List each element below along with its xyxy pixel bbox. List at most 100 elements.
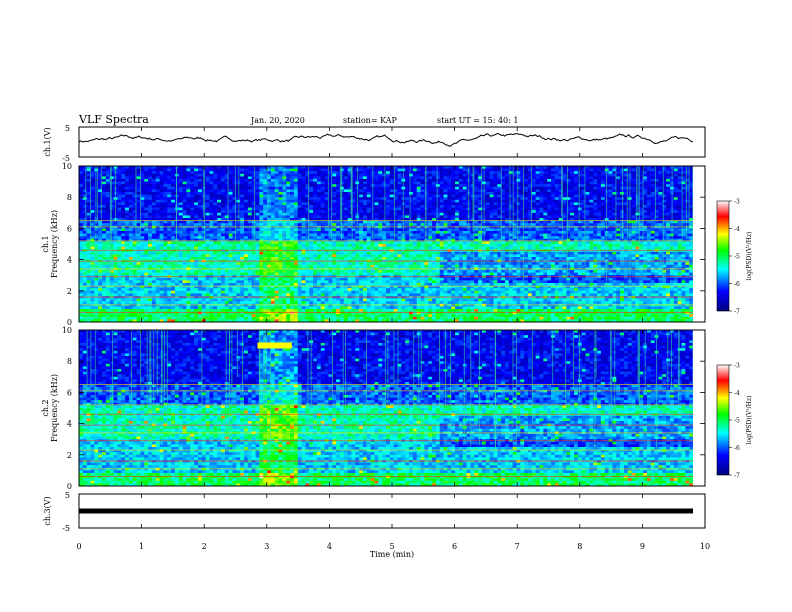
spectrogram-cell bbox=[217, 168, 222, 172]
spectrogram-cell bbox=[213, 207, 218, 211]
spectrogram-cell bbox=[478, 241, 483, 245]
spectrogram-cell bbox=[286, 207, 291, 211]
spectrogram-cell bbox=[155, 197, 160, 201]
spectrogram-cell bbox=[612, 228, 617, 232]
spectrogram-cell bbox=[366, 210, 372, 214]
spectrogram-cell bbox=[171, 228, 176, 232]
spectrogram-cell bbox=[455, 181, 460, 185]
spectrogram-cell bbox=[508, 171, 514, 175]
spectrogram-cell bbox=[485, 168, 491, 172]
spectrogram-cell bbox=[140, 218, 145, 221]
spectrogram-cell bbox=[178, 189, 184, 193]
spectrogram-cell bbox=[608, 238, 613, 242]
spectrogram-cell bbox=[121, 199, 126, 203]
spectrogram-cell bbox=[178, 246, 184, 250]
spectrogram-cell bbox=[155, 199, 160, 203]
spectrogram-cell bbox=[497, 215, 502, 219]
spectrogram-cell bbox=[420, 192, 425, 195]
spectrogram-cell bbox=[217, 244, 222, 247]
spectrogram-cell bbox=[313, 199, 318, 203]
spectrogram-cell bbox=[343, 205, 349, 208]
spectrogram-cell bbox=[90, 192, 95, 195]
spectrogram-cell bbox=[685, 205, 690, 208]
spectrogram-cell bbox=[623, 205, 629, 208]
spectrogram-cell bbox=[543, 212, 548, 216]
spectrogram-cell bbox=[286, 233, 291, 237]
spectrogram-cell bbox=[347, 176, 352, 180]
spectrogram-cell bbox=[125, 192, 130, 195]
spectrogram-cell bbox=[297, 238, 302, 242]
spectrogram-cell bbox=[428, 168, 433, 172]
spectrogram-cell bbox=[132, 218, 137, 221]
spectrogram-cell bbox=[270, 220, 276, 224]
spectrogram-cell bbox=[328, 244, 333, 247]
spectrogram-cell bbox=[109, 199, 114, 203]
spectrogram-cell bbox=[643, 223, 648, 227]
spectrogram-cell bbox=[458, 199, 464, 203]
spectrogram-cell bbox=[132, 205, 137, 208]
spectrogram-cell bbox=[639, 236, 644, 240]
spectrogram-cell bbox=[435, 218, 441, 221]
spectrogram-cell bbox=[82, 194, 88, 198]
spectrogram-cell bbox=[524, 186, 529, 190]
spectrogram-cell bbox=[389, 194, 395, 198]
spectrogram-cell bbox=[163, 241, 168, 245]
spectrogram-cell bbox=[171, 244, 176, 247]
spectrogram-cell bbox=[205, 205, 210, 208]
spectrogram-cell bbox=[386, 184, 391, 188]
spectrogram-cell bbox=[313, 171, 318, 175]
spectrogram-cell bbox=[666, 184, 671, 188]
spectrogram-cell bbox=[332, 220, 337, 224]
spectrogram-cell bbox=[600, 181, 606, 185]
spectrogram-cell bbox=[240, 220, 245, 224]
spectrogram-cell bbox=[428, 166, 433, 169]
spectrogram-cell bbox=[290, 236, 295, 240]
spectrogram-cell bbox=[608, 218, 613, 221]
spectrogram-cell bbox=[320, 215, 325, 219]
spectrogram-cell bbox=[432, 184, 437, 188]
spectrogram-cell bbox=[574, 194, 579, 198]
spectrogram-cell bbox=[508, 218, 514, 221]
spectrogram-cell bbox=[324, 176, 329, 180]
spectrogram-cell bbox=[501, 171, 506, 175]
spectrogram-cell bbox=[689, 173, 694, 177]
spectrogram-cell bbox=[428, 210, 433, 214]
spectrogram-cell bbox=[608, 197, 613, 201]
spectrogram-cell bbox=[244, 186, 249, 190]
spectrogram-cell bbox=[351, 197, 356, 201]
spectrogram-cell bbox=[163, 205, 168, 208]
spectrogram-cell bbox=[474, 231, 479, 234]
spectrogram-cell bbox=[278, 225, 283, 229]
spectrogram-cell bbox=[293, 223, 299, 227]
spectrogram-cell bbox=[527, 181, 533, 185]
spectrogram-cell bbox=[524, 202, 529, 206]
spectrogram-cell bbox=[263, 202, 268, 206]
spectrogram-cell bbox=[305, 202, 310, 206]
spectrogram-cell bbox=[313, 212, 318, 216]
spectrogram-cell bbox=[581, 192, 586, 195]
spectrogram-cell bbox=[113, 220, 118, 224]
spectrogram-cell bbox=[585, 179, 590, 182]
spectrogram-cell bbox=[597, 173, 602, 177]
spectrogram-cell bbox=[336, 225, 341, 229]
spectrogram-cell bbox=[232, 236, 237, 240]
spectrogram-cell bbox=[620, 184, 625, 188]
spectrogram-cell bbox=[121, 223, 126, 227]
spectrogram-cell bbox=[213, 168, 218, 172]
spectrogram-cell bbox=[531, 166, 537, 169]
spectrogram-cell bbox=[508, 207, 514, 211]
spectrogram-cell bbox=[102, 223, 107, 227]
spectrogram-cell bbox=[658, 207, 663, 211]
spectrogram-cell bbox=[259, 168, 264, 172]
spectrogram-cell bbox=[313, 223, 318, 227]
spectrogram-cell bbox=[374, 186, 379, 190]
spectrogram-cell bbox=[171, 218, 176, 221]
spectrogram-cell bbox=[631, 207, 636, 211]
spectrogram-cell bbox=[186, 244, 191, 247]
spectrogram-cell bbox=[600, 197, 606, 201]
spectrogram-cell bbox=[90, 225, 95, 229]
spectrogram-cell bbox=[136, 189, 141, 193]
spectrogram-cell bbox=[420, 231, 425, 234]
spectrogram-cell bbox=[639, 199, 644, 203]
spectrogram-cell bbox=[393, 215, 398, 219]
